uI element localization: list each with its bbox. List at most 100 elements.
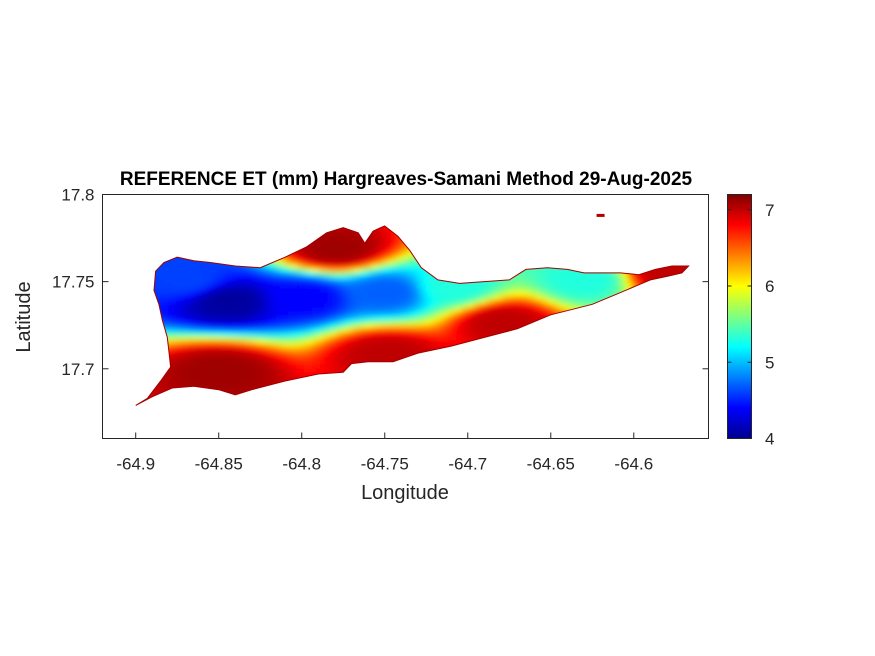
heat-cell (524, 320, 529, 325)
heat-cell (420, 292, 425, 297)
heat-cell (472, 332, 477, 337)
heat-cell (268, 268, 273, 273)
heat-cell (400, 316, 405, 321)
heat-cell (172, 268, 177, 273)
heat-cell (336, 276, 341, 281)
heat-cell (284, 320, 289, 325)
heat-cell (468, 324, 473, 329)
heat-cell (624, 272, 629, 277)
heat-cell (276, 288, 281, 293)
heat-cell (364, 276, 369, 281)
heat-cell (296, 320, 301, 325)
heat-cell (348, 256, 353, 261)
heat-cell (572, 272, 577, 277)
heat-cell (380, 272, 385, 277)
heat-cell (372, 252, 377, 257)
heat-cell (192, 268, 197, 273)
heat-cell (408, 312, 413, 317)
heat-cell (508, 292, 513, 297)
heat-cell (244, 320, 249, 325)
heat-cell (444, 296, 449, 301)
heat-cell (364, 284, 369, 289)
heat-cell (304, 324, 309, 329)
heat-cell (204, 324, 209, 329)
heat-cell (264, 312, 269, 317)
heat-cell (196, 304, 201, 309)
heat-cell (392, 304, 397, 309)
heat-cell (212, 284, 217, 289)
heat-cell (312, 256, 317, 261)
heat-cell (444, 300, 449, 305)
heat-cell (200, 328, 205, 333)
heat-cell (544, 280, 549, 285)
heat-cell (396, 236, 401, 241)
chart-title: REFERENCE ET (mm) Hargreaves-Samani Meth… (120, 169, 693, 190)
heat-cell (516, 276, 521, 281)
heat-cell (240, 308, 245, 313)
heat-cell (208, 296, 213, 301)
heat-cell (352, 268, 357, 273)
heat-cell (592, 288, 597, 293)
heat-cell (380, 228, 385, 233)
heat-cell (264, 332, 269, 337)
heat-cell (472, 324, 477, 329)
heat-cell (276, 296, 281, 301)
heat-cell (416, 320, 421, 325)
heat-cell (376, 320, 381, 325)
heat-cell (344, 252, 349, 257)
heat-cell (408, 264, 413, 269)
heat-cell (184, 296, 189, 301)
heat-cell (312, 272, 317, 277)
heat-cell (368, 236, 373, 241)
heat-cell (304, 268, 309, 273)
heat-cell (280, 296, 285, 301)
heat-cell (232, 288, 237, 293)
heat-cell (524, 312, 529, 317)
heat-cell (256, 316, 261, 321)
heat-cell (364, 272, 369, 277)
heat-cell (356, 336, 361, 341)
heat-cell (384, 264, 389, 269)
heat-cell (172, 300, 177, 305)
heat-cell (360, 312, 365, 317)
heat-cell (304, 308, 309, 313)
heat-cell (336, 232, 341, 237)
heat-cell (256, 284, 261, 289)
heat-cell (224, 320, 229, 325)
heat-cell (308, 320, 313, 325)
heat-cell (428, 328, 433, 333)
heat-cell (252, 324, 257, 329)
heat-cell (324, 260, 329, 265)
heat-cell (452, 324, 457, 329)
heat-cell (300, 300, 305, 305)
heat-cell (476, 316, 481, 321)
heat-cell (500, 328, 505, 333)
heat-cell (380, 312, 385, 317)
heat-cell (392, 296, 397, 301)
heat-cell (328, 264, 333, 269)
heat-cell (252, 276, 257, 281)
heat-cell (344, 284, 349, 289)
heat-cell (536, 288, 541, 293)
heat-cell (444, 316, 449, 321)
heat-cell (252, 300, 257, 305)
heat-cell (248, 336, 253, 341)
heat-cell (568, 276, 573, 281)
heat-cell (292, 252, 297, 257)
heat-cell (168, 276, 173, 281)
heat-cell (592, 300, 597, 305)
heat-cell (508, 320, 513, 325)
heat-cell (168, 332, 173, 337)
heat-cell (348, 288, 353, 293)
heat-cell (576, 296, 581, 301)
heat-cell (612, 288, 617, 293)
heat-cell (316, 260, 321, 265)
heat-cell (412, 268, 417, 273)
heat-cell (452, 332, 457, 337)
heat-cell (240, 304, 245, 309)
heat-cell (576, 288, 581, 293)
heat-cell (344, 264, 349, 269)
heat-cell (280, 324, 285, 329)
heat-cell (236, 272, 241, 277)
heat-cell (212, 296, 217, 301)
